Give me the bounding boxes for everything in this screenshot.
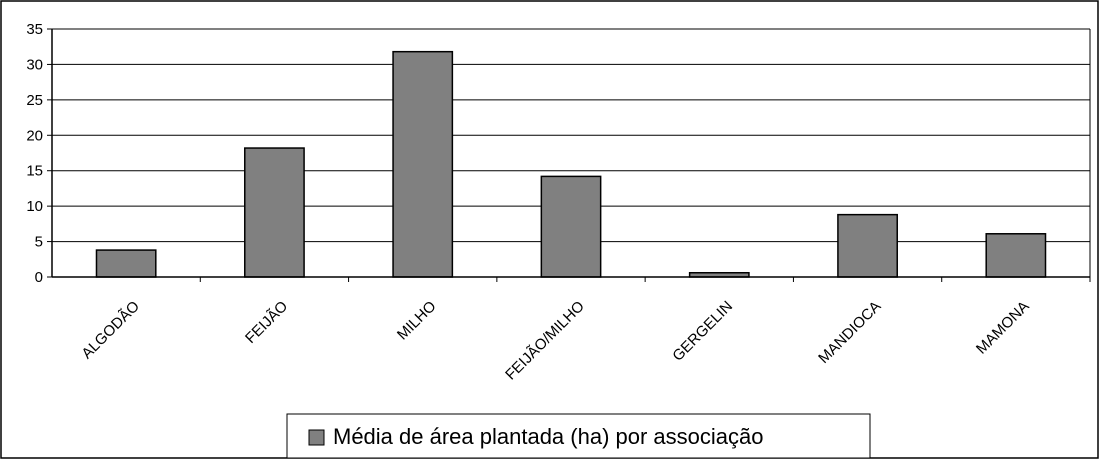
- legend-box: [286, 413, 871, 459]
- y-tick-label: 0: [35, 269, 43, 286]
- bar: [244, 147, 305, 278]
- y-tick-label: 15: [26, 163, 43, 180]
- legend-swatch: [308, 429, 325, 446]
- bars: [95, 50, 1047, 278]
- axes: [51, 28, 1091, 278]
- bar: [95, 249, 157, 278]
- bar: [837, 213, 898, 278]
- y-tick-labels: 0 5 10 15 20 25 30 35: [26, 21, 43, 286]
- y-tick-label: 20: [26, 127, 43, 144]
- y-tick-label: 30: [26, 56, 43, 73]
- y-tick-label: 5: [35, 234, 43, 251]
- bar: [985, 233, 1047, 278]
- legend-label: Média de área plantada (ha) por associaç…: [333, 424, 764, 449]
- y-tick-label: 35: [26, 21, 43, 38]
- y-tick-label: 10: [26, 198, 43, 215]
- bar: [392, 50, 454, 278]
- legend: Média de área plantada (ha) por associaç…: [286, 413, 871, 459]
- y-tick-label: 25: [26, 92, 43, 109]
- bar: [540, 175, 602, 278]
